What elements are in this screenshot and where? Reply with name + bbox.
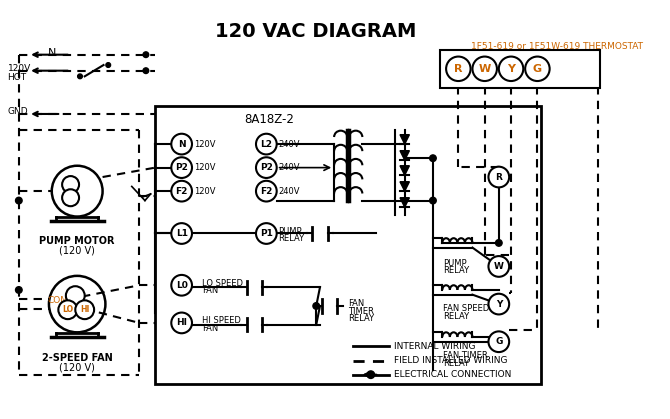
Text: FAN TIMER: FAN TIMER	[444, 351, 488, 360]
Circle shape	[172, 157, 192, 178]
Text: 120V: 120V	[194, 140, 215, 149]
Text: N: N	[48, 48, 56, 58]
Text: FAN SPEED: FAN SPEED	[444, 304, 490, 313]
Text: 1F51-619 or 1F51W-619 THERMOSTAT: 1F51-619 or 1F51W-619 THERMOSTAT	[470, 42, 643, 52]
Text: Y: Y	[496, 300, 502, 308]
Circle shape	[15, 197, 22, 204]
Text: ELECTRICAL CONNECTION: ELECTRICAL CONNECTION	[395, 370, 512, 379]
Text: 240V: 240V	[279, 140, 300, 149]
Circle shape	[256, 223, 277, 244]
Text: GND: GND	[7, 107, 28, 116]
Text: G: G	[495, 337, 502, 346]
Bar	[440, 50, 600, 88]
Circle shape	[143, 68, 149, 73]
Polygon shape	[400, 182, 409, 191]
Text: PUMP MOTOR: PUMP MOTOR	[40, 236, 115, 246]
Circle shape	[488, 294, 509, 314]
Text: RELAY: RELAY	[279, 235, 305, 243]
Text: RELAY: RELAY	[444, 312, 470, 321]
Text: 120V: 120V	[194, 163, 215, 172]
Circle shape	[62, 176, 79, 193]
Text: R: R	[454, 64, 462, 74]
Bar	[155, 106, 541, 384]
Circle shape	[498, 57, 523, 81]
Circle shape	[429, 155, 436, 161]
Circle shape	[488, 256, 509, 277]
Circle shape	[256, 181, 277, 202]
Text: Y: Y	[507, 64, 515, 74]
Text: F2: F2	[176, 186, 188, 196]
Circle shape	[172, 223, 192, 244]
Text: (120 V): (120 V)	[59, 362, 95, 372]
Circle shape	[429, 197, 436, 204]
Circle shape	[143, 52, 149, 57]
Circle shape	[52, 166, 103, 217]
Circle shape	[472, 57, 497, 81]
Text: FAN: FAN	[202, 286, 218, 295]
Text: P1: P1	[260, 229, 273, 238]
Polygon shape	[400, 134, 409, 144]
Text: PUMP: PUMP	[444, 259, 467, 268]
Circle shape	[15, 287, 22, 293]
Text: INTERNAL WIRING: INTERNAL WIRING	[395, 342, 476, 351]
Text: HOT: HOT	[7, 72, 27, 82]
Circle shape	[446, 57, 470, 81]
Polygon shape	[400, 198, 409, 207]
Polygon shape	[400, 151, 409, 160]
Text: 120V: 120V	[194, 186, 215, 196]
Text: L1: L1	[176, 229, 188, 238]
Text: HI: HI	[176, 318, 187, 327]
Circle shape	[367, 371, 375, 378]
Circle shape	[172, 134, 192, 155]
Text: 240V: 240V	[279, 186, 300, 196]
Circle shape	[75, 300, 94, 319]
Text: 120 VAC DIAGRAM: 120 VAC DIAGRAM	[214, 22, 416, 41]
Polygon shape	[400, 166, 409, 175]
Text: P2: P2	[176, 163, 188, 172]
Text: TIMER: TIMER	[348, 307, 374, 316]
Text: FAN: FAN	[202, 324, 218, 333]
Circle shape	[256, 157, 277, 178]
Text: LO SPEED: LO SPEED	[202, 279, 243, 288]
Text: HI SPEED: HI SPEED	[202, 316, 241, 325]
Circle shape	[66, 286, 84, 305]
Text: 8A18Z-2: 8A18Z-2	[245, 113, 295, 126]
Text: N: N	[178, 140, 186, 149]
Text: LO: LO	[62, 305, 73, 314]
Circle shape	[525, 57, 549, 81]
Text: FAN: FAN	[348, 300, 364, 308]
Text: P2: P2	[260, 163, 273, 172]
Text: G: G	[533, 64, 542, 74]
Circle shape	[256, 134, 277, 155]
Text: W: W	[494, 262, 504, 271]
Circle shape	[58, 300, 77, 319]
Text: L2: L2	[261, 140, 272, 149]
Text: (120 V): (120 V)	[59, 246, 95, 256]
Circle shape	[49, 276, 105, 332]
Circle shape	[488, 331, 509, 352]
Text: RELAY: RELAY	[444, 266, 470, 275]
Text: PUMP: PUMP	[279, 227, 302, 236]
Text: F2: F2	[260, 186, 273, 196]
Text: 240V: 240V	[279, 163, 300, 172]
Circle shape	[62, 189, 79, 206]
Circle shape	[172, 275, 192, 296]
Text: RELAY: RELAY	[444, 359, 470, 368]
Circle shape	[496, 240, 502, 246]
Circle shape	[172, 181, 192, 202]
Circle shape	[172, 313, 192, 333]
Text: W: W	[478, 64, 491, 74]
Text: 120V: 120V	[7, 64, 31, 73]
Circle shape	[313, 303, 320, 309]
Text: RELAY: RELAY	[348, 314, 375, 323]
Circle shape	[488, 167, 509, 187]
Text: HI: HI	[80, 305, 89, 314]
Text: COM: COM	[47, 296, 68, 305]
Text: L0: L0	[176, 281, 188, 290]
Circle shape	[78, 74, 82, 79]
Text: FIELD INSTALLED WIRING: FIELD INSTALLED WIRING	[395, 356, 508, 365]
Text: 2-SPEED FAN: 2-SPEED FAN	[42, 353, 113, 363]
Circle shape	[106, 63, 111, 67]
Text: R: R	[495, 173, 502, 181]
